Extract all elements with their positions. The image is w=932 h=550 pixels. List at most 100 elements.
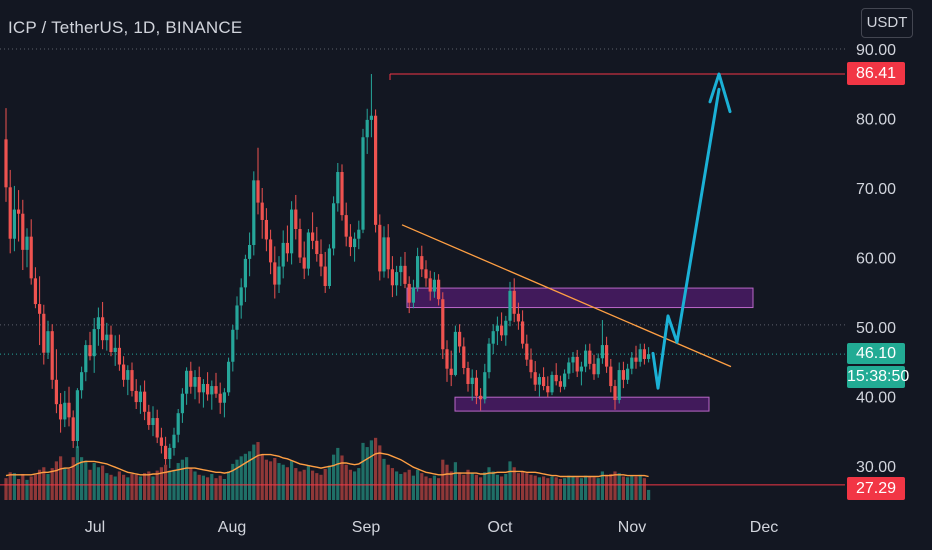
candle-body — [374, 115, 378, 225]
candle — [235, 296, 239, 340]
candle — [260, 188, 264, 239]
candle-body — [525, 343, 529, 360]
candle — [134, 379, 138, 410]
candle — [147, 404, 151, 430]
volume-bar — [529, 474, 533, 500]
volume-bar — [336, 447, 340, 500]
candle — [600, 320, 604, 364]
candle-body — [647, 354, 651, 359]
volume-bar — [101, 465, 105, 500]
candle — [50, 324, 54, 389]
candle-body — [122, 364, 126, 380]
y-tick-label: 50.00 — [856, 320, 896, 337]
candle-body — [311, 232, 315, 241]
candle — [424, 260, 428, 287]
volume-bar — [113, 476, 117, 500]
candle-body — [626, 368, 630, 380]
volume-bar — [277, 463, 281, 500]
candle — [357, 220, 361, 250]
candle — [290, 201, 294, 265]
candle-body — [575, 356, 579, 372]
candle — [33, 267, 37, 309]
projection-arrowhead — [708, 72, 732, 114]
volume-bar — [147, 471, 151, 500]
candle — [390, 256, 394, 298]
volume-bars — [4, 437, 651, 500]
candle-body — [71, 417, 75, 441]
volume-bar — [252, 444, 256, 500]
candle-body — [613, 386, 617, 400]
volume-bar — [516, 473, 520, 500]
candle — [164, 436, 168, 465]
candle — [332, 196, 336, 256]
candle — [273, 246, 277, 299]
candle-body — [592, 363, 596, 375]
y-tick-label: 60.00 — [856, 251, 896, 268]
volume-bar — [613, 471, 617, 500]
volume-bar — [143, 473, 147, 500]
volume-bar — [470, 473, 474, 500]
candle-body — [260, 202, 264, 220]
volume-bar — [420, 473, 424, 500]
candle-body — [298, 229, 302, 258]
candle — [67, 386, 71, 427]
volume-bar — [487, 467, 491, 500]
candle — [571, 352, 575, 373]
candle — [395, 265, 399, 296]
candle — [185, 367, 189, 405]
candle — [8, 169, 12, 254]
candle — [630, 352, 634, 375]
volume-bar — [340, 455, 344, 500]
y-tick-label: 80.00 — [856, 112, 896, 129]
candle-body — [88, 345, 92, 357]
candle — [374, 109, 378, 233]
candle — [256, 147, 260, 215]
candle — [323, 251, 327, 293]
candle — [151, 406, 155, 437]
candle-body — [399, 265, 403, 273]
volume-bar — [122, 474, 126, 500]
volume-bar — [231, 463, 235, 500]
volume-bar — [554, 477, 558, 500]
volume-bar — [206, 477, 210, 500]
candle — [264, 208, 268, 252]
volume-bar — [260, 454, 264, 500]
volume-bar — [12, 473, 16, 500]
volume-bar — [294, 468, 298, 500]
volume-bar — [298, 471, 302, 500]
candle-body — [386, 237, 390, 270]
volume-bar — [403, 472, 407, 500]
volume-bar — [33, 474, 37, 500]
volume-bar — [290, 460, 294, 500]
candle-body — [558, 381, 562, 387]
volume-bar — [369, 440, 373, 500]
candle-body — [470, 377, 474, 384]
candle-body — [113, 347, 117, 353]
candle — [176, 409, 180, 443]
candle — [113, 335, 117, 366]
volume-bar — [647, 489, 651, 500]
volume-bar — [411, 475, 415, 500]
x-tick-label: Aug — [218, 519, 246, 536]
volume-bar — [575, 477, 579, 500]
volume-bar — [558, 479, 562, 500]
candle-body — [638, 349, 642, 362]
candle-body — [500, 325, 504, 336]
candle-body — [243, 258, 247, 288]
candle-body — [151, 418, 155, 425]
candle-body — [193, 377, 197, 387]
candle — [319, 239, 323, 277]
volume-bar — [437, 478, 441, 500]
currency-button[interactable]: USDT — [861, 8, 913, 38]
candle — [512, 278, 516, 323]
candle-body — [206, 383, 210, 395]
candle — [285, 225, 289, 262]
candle-body — [8, 187, 12, 239]
volume-bar — [596, 478, 600, 500]
candle — [554, 363, 558, 386]
candle — [533, 361, 537, 391]
candle-body — [353, 238, 357, 248]
candle — [361, 128, 365, 234]
candle — [432, 272, 436, 298]
